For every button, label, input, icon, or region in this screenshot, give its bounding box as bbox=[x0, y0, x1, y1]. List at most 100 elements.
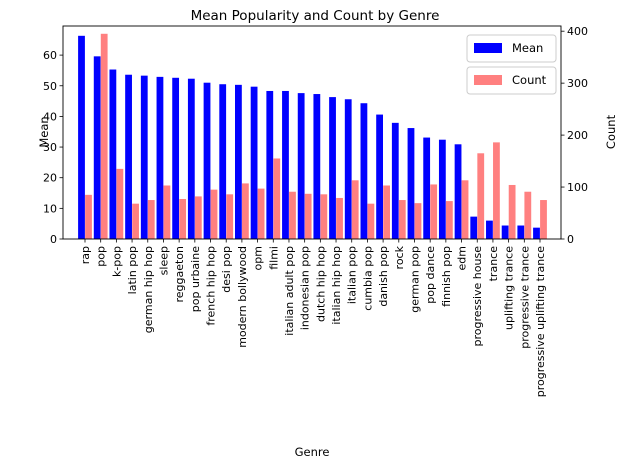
y-right-tick-label: 100 bbox=[567, 181, 588, 194]
count-bar bbox=[540, 200, 547, 239]
mean-bar bbox=[376, 114, 383, 239]
x-tick-label: opm bbox=[252, 246, 265, 270]
x-tick-label: reggaeton bbox=[173, 246, 186, 303]
y-right-tick-label: 200 bbox=[567, 129, 588, 142]
count-bar bbox=[163, 185, 171, 239]
y-left-tick-label: 60 bbox=[43, 49, 57, 62]
mean-bar bbox=[78, 35, 85, 240]
count-bar bbox=[383, 185, 390, 239]
count-bar bbox=[132, 203, 139, 239]
x-tick-label: italian adult pop bbox=[283, 246, 296, 336]
count-bar bbox=[147, 200, 155, 239]
mean-bars bbox=[78, 35, 540, 240]
x-tick-label: german hip hop bbox=[142, 246, 155, 333]
mean-bar bbox=[344, 99, 352, 239]
count-bar bbox=[493, 142, 500, 239]
mean-bar bbox=[423, 137, 431, 239]
mean-bar bbox=[533, 227, 540, 239]
mean-bar bbox=[407, 128, 415, 239]
count-bar bbox=[398, 200, 406, 239]
count-bar bbox=[445, 201, 453, 239]
x-tick-label: progressive house bbox=[471, 246, 484, 347]
y-axis-right: 0 100 200 300 400 bbox=[561, 25, 588, 246]
count-bar bbox=[116, 168, 124, 239]
mean-bar bbox=[501, 225, 509, 239]
legend-mean-swatch bbox=[474, 43, 502, 53]
count-bar bbox=[320, 194, 328, 239]
mean-bar bbox=[219, 84, 227, 239]
chart-title: Mean Popularity and Count by Genre bbox=[191, 8, 440, 24]
x-tick-label: cumbia pop bbox=[361, 246, 374, 311]
mean-bar bbox=[360, 103, 368, 239]
legend-mean-label: Mean bbox=[512, 41, 543, 55]
count-bar bbox=[100, 33, 108, 239]
count-bar bbox=[257, 188, 265, 239]
x-tick-label: pop bbox=[95, 246, 108, 267]
x-tick-label: french hip hop bbox=[205, 246, 218, 326]
count-bar bbox=[179, 199, 187, 239]
count-bar bbox=[242, 183, 249, 239]
mean-bar bbox=[391, 122, 399, 239]
x-tick-label: pop urbaine bbox=[189, 246, 202, 312]
mean-bar bbox=[313, 94, 321, 239]
mean-bar bbox=[297, 93, 305, 240]
mean-bar bbox=[470, 216, 478, 239]
y-left-tick-label: 10 bbox=[43, 202, 57, 215]
y-right-tick-label: 400 bbox=[567, 25, 588, 38]
count-bar bbox=[194, 196, 202, 239]
mean-bar bbox=[203, 82, 211, 239]
legend-count-frame bbox=[466, 66, 557, 95]
y-axis-left: 0 10 20 30 40 50 60 bbox=[43, 49, 63, 246]
x-tick-label: modern bollywood bbox=[236, 246, 249, 348]
x-tick-label: latin pop bbox=[126, 246, 139, 294]
legend-count: Count bbox=[466, 66, 557, 95]
legend-count-swatch bbox=[474, 75, 502, 85]
count-bar bbox=[508, 184, 516, 239]
x-tick-label: trance bbox=[487, 246, 500, 282]
mean-bar bbox=[125, 74, 132, 239]
x-tick-label: indonesian pop bbox=[299, 246, 312, 330]
count-bar bbox=[461, 180, 469, 239]
mean-bar bbox=[454, 144, 462, 239]
x-tick-label: danish pop bbox=[377, 246, 390, 307]
count-bar bbox=[336, 197, 343, 239]
x-tick-label: uplifting trance bbox=[503, 246, 516, 330]
mean-bar bbox=[266, 90, 274, 239]
y-left-tick-label: 50 bbox=[43, 80, 57, 93]
count-bars bbox=[85, 33, 547, 239]
x-tick-label: progressive uplifting trance bbox=[534, 246, 547, 397]
x-axis: rap pop k-pop latin pop german hip hop sleep r… bbox=[79, 239, 547, 397]
count-bar bbox=[210, 189, 218, 239]
count-bar bbox=[351, 180, 359, 239]
y-axis-left-label: Mean bbox=[37, 116, 51, 147]
legend-count-label: Count bbox=[512, 73, 547, 87]
count-bar bbox=[414, 203, 422, 239]
x-tick-label: italian hip hop bbox=[330, 246, 343, 325]
count-bar bbox=[273, 158, 281, 239]
legend-mean-frame bbox=[466, 34, 557, 63]
x-tick-label: german pop bbox=[408, 246, 421, 313]
mean-bar bbox=[438, 139, 446, 239]
count-bar bbox=[85, 194, 92, 239]
mean-bar bbox=[282, 90, 289, 239]
count-bar bbox=[524, 191, 532, 239]
mean-bar bbox=[517, 225, 525, 239]
x-tick-label: finnish pop bbox=[440, 246, 453, 307]
x-tick-label: dutch hip hop bbox=[314, 246, 327, 322]
x-tick-label: italian pop bbox=[346, 246, 359, 304]
mean-bar bbox=[329, 97, 336, 239]
count-bar bbox=[477, 153, 485, 239]
mean-bar bbox=[235, 84, 242, 239]
x-tick-label: rap bbox=[79, 246, 92, 264]
count-bar bbox=[289, 191, 296, 239]
count-bar bbox=[430, 184, 438, 239]
x-tick-label: edm bbox=[456, 246, 469, 270]
legend-mean: Mean bbox=[466, 34, 557, 63]
y-left-tick-label: 30 bbox=[43, 141, 57, 154]
y-right-tick-label: 0 bbox=[567, 233, 574, 246]
y-axis-right-label: Count bbox=[604, 114, 618, 149]
mean-bar bbox=[93, 56, 101, 240]
x-tick-label: k-pop bbox=[110, 246, 123, 277]
